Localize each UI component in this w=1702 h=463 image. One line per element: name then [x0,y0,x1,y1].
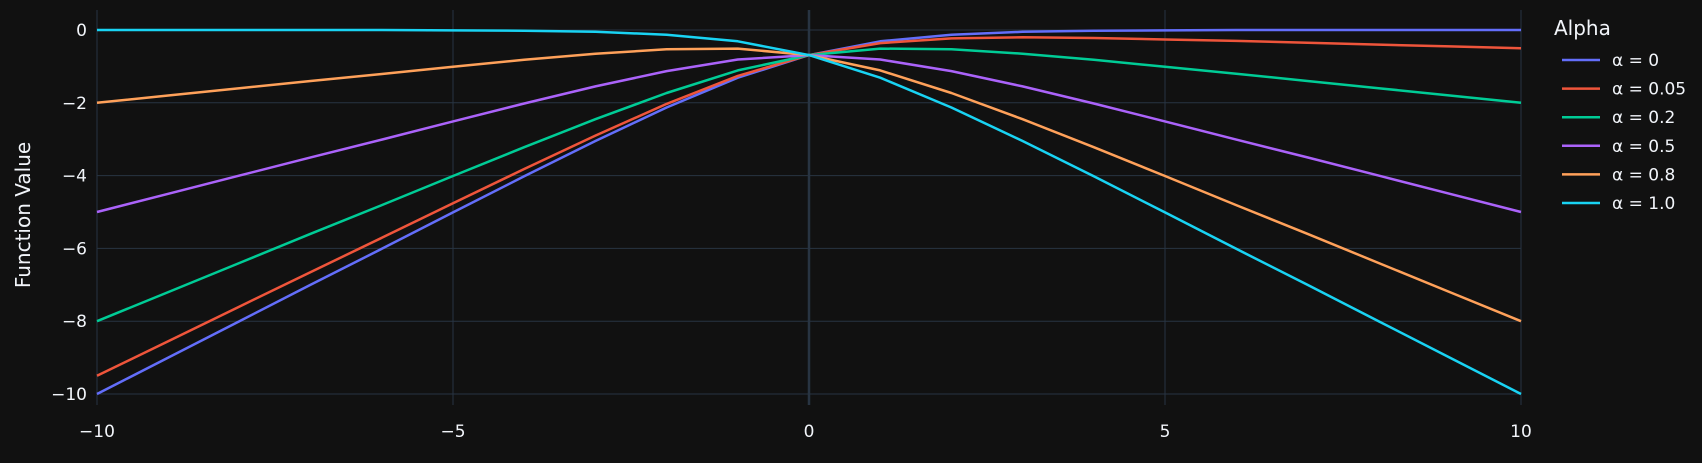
legend[interactable]: Alpha α = 0 α = 0.05 α = 0.2 α = 0.5 α = 0.8… [1554,16,1686,214]
legend-title: Alpha [1554,16,1611,40]
legend-item[interactable]: α = 0.05 [1562,80,1686,100]
legend-item[interactable]: α = 0.2 [1562,108,1675,128]
legend-label: α = 0.8 [1612,165,1675,185]
series-line [97,28,1522,396]
legend-items[interactable]: α = 0 α = 0.05 α = 0.2 α = 0.5 α = 0.8 α = 1.… [1562,51,1686,214]
legend-label: α = 1.0 [1612,194,1675,214]
x-tick-label: 5 [1160,422,1171,442]
x-tick-label: 0 [804,422,815,442]
legend-item[interactable]: α = 1.0 [1562,194,1675,214]
x-tick-label: −10 [79,422,115,442]
legend-item[interactable]: α = 0.5 [1562,137,1675,157]
tick-labels: 0 −2 −4 −6 −8 −10 −10 −5 0 5 10 [51,21,1532,442]
legend-label: α = 0.5 [1612,137,1675,157]
y-tick-label: −4 [62,167,87,187]
series-layer [96,28,1522,396]
y-axis-title: Function Value [11,142,35,288]
y-tick-label: −8 [62,312,87,332]
x-tick-label: −5 [440,422,465,442]
y-tick-label: −2 [62,94,87,114]
x-tick-label: 10 [1510,422,1532,442]
legend-item[interactable]: α = 0 [1562,51,1659,71]
y-tick-label: 0 [76,21,87,41]
legend-label: α = 0 [1612,51,1659,71]
legend-item[interactable]: α = 0.8 [1562,165,1675,185]
legend-label: α = 0.2 [1612,108,1675,128]
y-tick-label: −6 [62,239,87,259]
legend-label: α = 0.05 [1612,80,1686,100]
y-tick-label: −10 [51,385,87,405]
grid-layer [96,10,1522,405]
